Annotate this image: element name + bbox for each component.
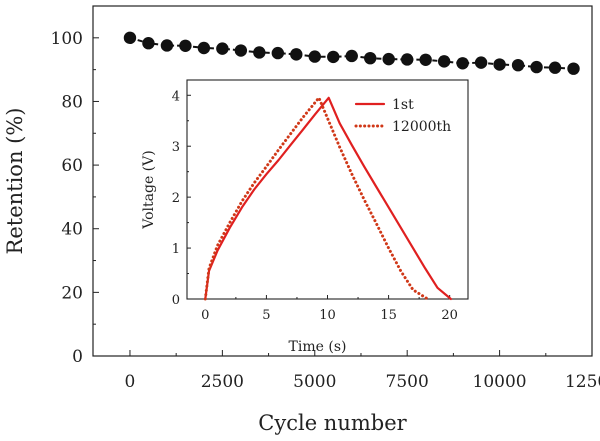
retention-point xyxy=(234,44,248,57)
inset-series-last-cycle-line xyxy=(203,96,430,301)
y-tick-label: 80 xyxy=(61,92,83,112)
inset-y-axis-label: Voltage (V) xyxy=(141,150,157,229)
retention-point xyxy=(253,46,266,59)
retention-point xyxy=(400,53,414,66)
retention-point xyxy=(364,51,377,65)
retention-point xyxy=(530,60,543,74)
retention-point xyxy=(511,58,525,72)
inset-y-tick-label: 3 xyxy=(172,140,180,155)
retention-point xyxy=(493,58,506,71)
inset-x-tick-label: 15 xyxy=(380,308,397,323)
retention-point xyxy=(345,49,358,63)
x-tick-label: 12500 xyxy=(565,372,600,392)
retention-point xyxy=(456,57,469,70)
retention-point xyxy=(548,61,562,74)
inset-series-first-cycle-line xyxy=(204,96,452,301)
retention-point xyxy=(197,41,211,55)
inset-x-tick-label: 5 xyxy=(262,308,270,323)
inset-x-tick-label: 0 xyxy=(201,308,209,323)
inset-x-tick-label: 20 xyxy=(441,308,458,323)
retention-point xyxy=(271,46,285,60)
x-tick-label: 2500 xyxy=(201,372,244,392)
retention-point xyxy=(327,50,340,64)
inset-y-tick-label: 2 xyxy=(172,191,180,206)
main-plot-frame xyxy=(92,5,593,357)
retention-point xyxy=(308,50,321,63)
retention-plot: 02500500075001000012500020406080100Cycle… xyxy=(3,5,600,435)
retention-point xyxy=(160,39,174,52)
y-axis-label: Retention (%) xyxy=(3,108,27,255)
inset-x-tick-label: 10 xyxy=(319,308,336,323)
y-tick-label: 0 xyxy=(72,347,83,367)
legend-label: 12000th xyxy=(392,119,451,135)
inset-plot-frame xyxy=(186,79,469,300)
retention-point xyxy=(290,48,303,61)
y-tick-label: 100 xyxy=(51,29,83,49)
retention-point xyxy=(474,56,488,69)
inset-y-tick-label: 0 xyxy=(172,293,180,308)
retention-point xyxy=(179,39,192,52)
y-tick-label: 60 xyxy=(61,156,83,176)
inset-y-tick-label: 4 xyxy=(172,89,180,104)
retention-point xyxy=(216,42,229,55)
retention-point xyxy=(142,37,155,50)
x-axis-label: Cycle number xyxy=(258,411,407,435)
retention-point xyxy=(123,31,137,45)
y-tick-label: 40 xyxy=(61,220,83,240)
retention-point xyxy=(567,62,580,75)
retention-point xyxy=(382,52,395,66)
legend-label: 1st xyxy=(392,97,414,113)
x-tick-label: 5000 xyxy=(293,372,336,392)
x-tick-label: 10000 xyxy=(473,372,527,392)
retention-point xyxy=(419,53,432,66)
y-tick-label: 20 xyxy=(61,283,83,303)
inset-y-tick-label: 1 xyxy=(172,242,180,257)
retention-point xyxy=(437,55,451,68)
x-tick-label: 0 xyxy=(125,372,136,392)
x-tick-label: 7500 xyxy=(386,372,429,392)
voltage-inset-plot: 0 5 10 15 20 0 1 2 3 4 Time (s) Voltage (V) 1st 12000… xyxy=(141,79,469,355)
inset-x-axis-label: Time (s) xyxy=(289,339,347,355)
